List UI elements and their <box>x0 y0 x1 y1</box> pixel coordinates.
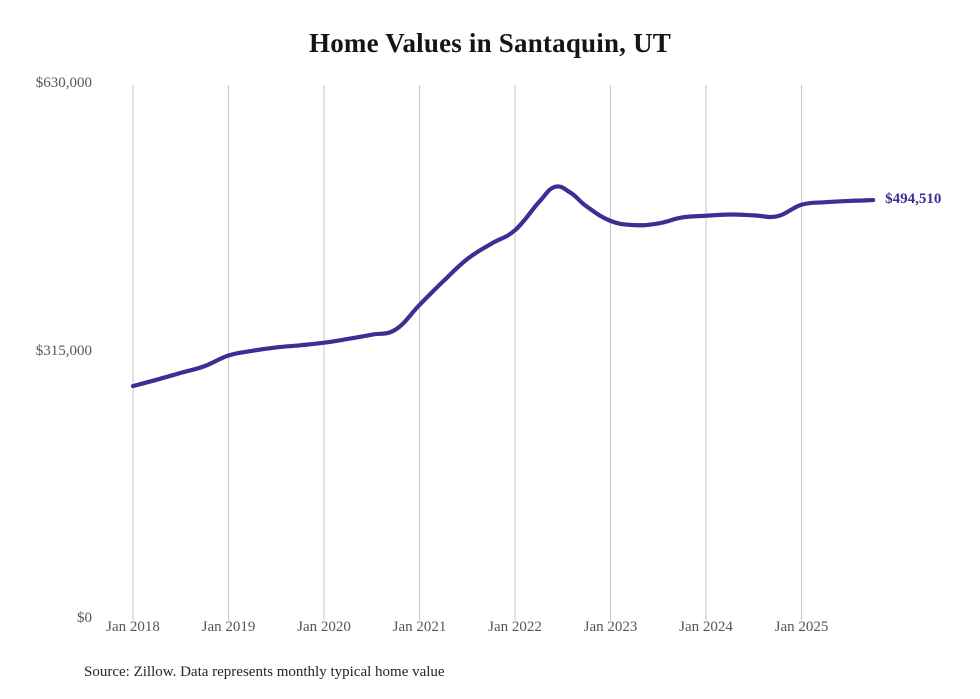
y-tick-label-2: $0 <box>77 610 92 626</box>
source-note: Source: Zillow. Data represents monthly … <box>84 664 445 680</box>
gridlines <box>132 85 803 620</box>
x-tick-label-0: Jan 2018 <box>106 619 160 635</box>
end-value-label: $494,510 <box>885 191 942 208</box>
y-tick-label-0: $630,000 <box>35 75 92 91</box>
x-tick-label-6: Jan 2024 <box>679 619 733 635</box>
x-tick-label-7: Jan 2025 <box>774 619 829 635</box>
data-series-group <box>130 184 876 389</box>
x-tick-label-2: Jan 2020 <box>297 619 351 635</box>
x-tick-label-5: Jan 2023 <box>583 619 638 635</box>
chart-title: Home Values in Santaquin, UT <box>309 28 671 58</box>
series-line-0 <box>130 184 876 389</box>
y-tick-label-1: $315,000 <box>35 342 92 359</box>
x-tick-label-3: Jan 2021 <box>392 619 447 635</box>
x-tick-label-1: Jan 2019 <box>201 619 256 635</box>
x-tick-label-4: Jan 2022 <box>488 619 542 635</box>
